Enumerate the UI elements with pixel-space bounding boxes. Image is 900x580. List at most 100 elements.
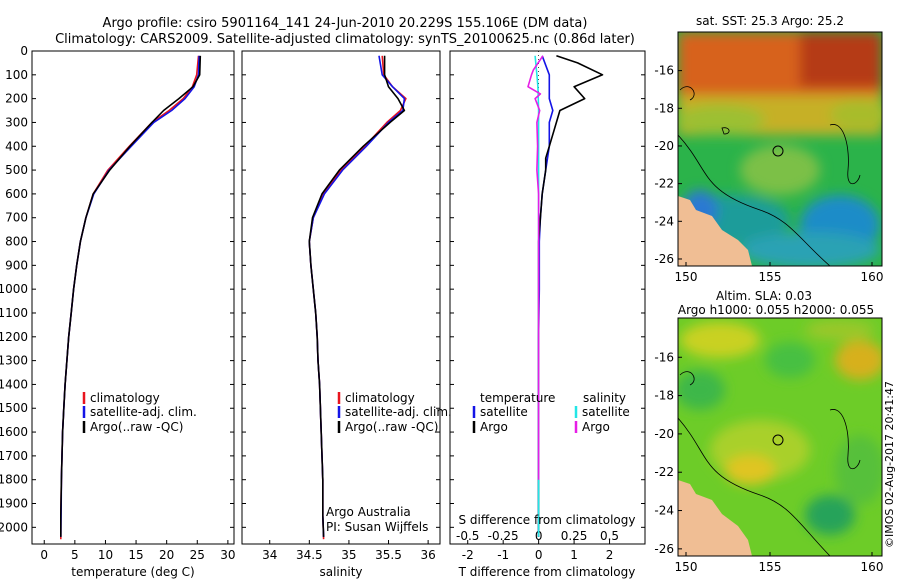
map-x-tick-label: 150: [675, 560, 698, 574]
depth-tick-label: 1600: [0, 425, 28, 439]
x-tick-label: 36: [420, 548, 435, 562]
figure-title-line1: Argo profile: csiro 5901164_141 24-Jun-2…: [103, 16, 588, 31]
sst-map-title: sat. SST: 25.3 Argo: 25.2: [696, 14, 844, 28]
sla-map-title2: Argo h1000: 0.055 h2000: 0.055: [678, 303, 874, 317]
sst-argo-location-marker: [772, 145, 784, 157]
x-tick-label: 1: [570, 548, 578, 562]
s-tick-label: -0.5: [456, 529, 479, 543]
map-y-tick-label: -16: [654, 350, 674, 364]
salinity-panel-frame: [241, 50, 441, 545]
s-tick-label: 0.25: [561, 529, 588, 543]
depth-tick-label: 1000: [0, 282, 28, 296]
temperature-panel-frame: [31, 50, 235, 545]
series-line: [308, 55, 406, 537]
x-tick-label: 34: [262, 548, 277, 562]
credit-line1: Argo Australia: [326, 505, 411, 519]
depth-tick-label: 1500: [0, 401, 28, 415]
series-line: [537, 55, 604, 537]
legend-s-argo: Argo: [582, 420, 610, 434]
depth-tick-label: 1300: [0, 354, 28, 368]
depth-tick-label: 500: [5, 163, 28, 177]
map-y-tick-label: -20: [654, 427, 674, 441]
depth-tick-label: 1900: [0, 497, 28, 511]
depth-tick-label: 2000: [0, 520, 28, 534]
depth-tick-label: 0: [20, 44, 28, 58]
temperature-legend: climatology satellite-adj. clim. Argo(..…: [82, 391, 197, 434]
series-line: [527, 55, 544, 480]
temperature-xlabel: temperature (deg C): [71, 565, 194, 579]
x-tick-label: 25: [190, 548, 205, 562]
x-tick-label: 10: [98, 548, 113, 562]
series-line: [308, 55, 407, 540]
temperature-plot: 0 5 10 15 20 25 30: [32, 50, 236, 562]
depth-axis: 0 100 200 300 400 500 600 700 800 900 1000 1100 1200…: [0, 44, 28, 534]
depth-tick-label: 400: [5, 139, 28, 153]
sla-argo-location-marker: [772, 434, 784, 446]
depth-tick-label: 900: [5, 258, 28, 272]
sla-land-mass: [678, 480, 752, 556]
x-tick-label: 20: [159, 548, 174, 562]
depth-tick-label: 1400: [0, 377, 28, 391]
depth-tick-label: 700: [5, 211, 28, 225]
difference-legend: temperature salinity satellite Argo sate…: [472, 391, 630, 434]
difference-panel-frame: [449, 50, 646, 545]
s-tick-label: -0.25: [488, 529, 519, 543]
x-tick-label: 35: [341, 548, 356, 562]
depth-tick-label: 1800: [0, 473, 28, 487]
x-tick-label: 34.5: [296, 548, 323, 562]
map-y-tick-label: -26: [654, 252, 674, 266]
series-line: [308, 55, 406, 537]
depth-tick-label: 1700: [0, 449, 28, 463]
depth-tick-label: 1100: [0, 306, 28, 320]
s-tick-label: 0.5: [600, 529, 619, 543]
depth-tick-label: 800: [5, 235, 28, 249]
credit-line2: PI: Susan Wijffels: [326, 520, 428, 534]
legend-climatology-s: climatology: [345, 391, 415, 405]
legend-argo-s: Argo(..raw -QC): [345, 420, 438, 434]
depth-tick-label: 1200: [0, 330, 28, 344]
map-y-tick-label: -20: [654, 139, 674, 153]
x-tick-label: 0: [535, 548, 543, 562]
map-y-tick-label: -16: [654, 64, 674, 78]
legend-temperature-head: temperature: [480, 391, 555, 405]
map-x-tick-label: 155: [759, 270, 782, 284]
x-tick-label: -1: [497, 548, 509, 562]
legend-t-satellite: satellite: [480, 405, 528, 419]
legend-satellite-adj: satellite-adj. clim.: [90, 405, 197, 419]
legend-climatology: climatology: [90, 391, 160, 405]
depth-tick-label: 300: [5, 115, 28, 129]
depth-tick-label: 200: [5, 92, 28, 106]
series-line: [59, 55, 202, 537]
sla-map: [678, 318, 882, 556]
figure-title-line2: Climatology: CARS2009. Satellite-adjuste…: [55, 32, 635, 47]
map-y-tick-label: -26: [654, 542, 674, 556]
x-tick-label: -2: [462, 548, 474, 562]
difference-plot: -2 -1 0 1 2-0.5 -0.25 0 0.25 0.5: [450, 50, 645, 562]
map-y-tick-label: -18: [654, 101, 674, 115]
x-tick-label: 5: [71, 548, 79, 562]
salinity-xlabel: salinity: [319, 565, 362, 579]
x-tick-label: 2: [606, 548, 614, 562]
map-x-tick-label: 160: [861, 270, 884, 284]
sst-land-mass: [678, 196, 752, 266]
sst-map: [678, 32, 882, 266]
legend-t-argo: Argo: [480, 420, 508, 434]
depth-tick-label: 600: [5, 187, 28, 201]
depth-tick-label: 100: [5, 68, 28, 82]
x-tick-label: 0: [40, 548, 48, 562]
legend-satellite-adj-s: satellite-adj. clim.: [345, 405, 452, 419]
salinity-plot: 34 34.5 35 35.5 36: [242, 50, 440, 562]
imos-stamp: ©IMOS 02-Aug-2017 20:41:47: [883, 381, 896, 548]
series-line: [60, 55, 200, 537]
map-x-tick-label: 155: [759, 560, 782, 574]
map-y-tick-label: -22: [654, 177, 674, 191]
map-x-tick-label: 150: [675, 270, 698, 284]
series-line: [59, 55, 200, 540]
s-difference-xlabel: S difference from climatology: [459, 513, 636, 527]
map-y-tick-label: -24: [654, 214, 674, 228]
t-difference-xlabel: T difference from climatology: [458, 565, 636, 579]
series-line: [537, 55, 554, 537]
legend-salinity-head: salinity: [583, 391, 626, 405]
